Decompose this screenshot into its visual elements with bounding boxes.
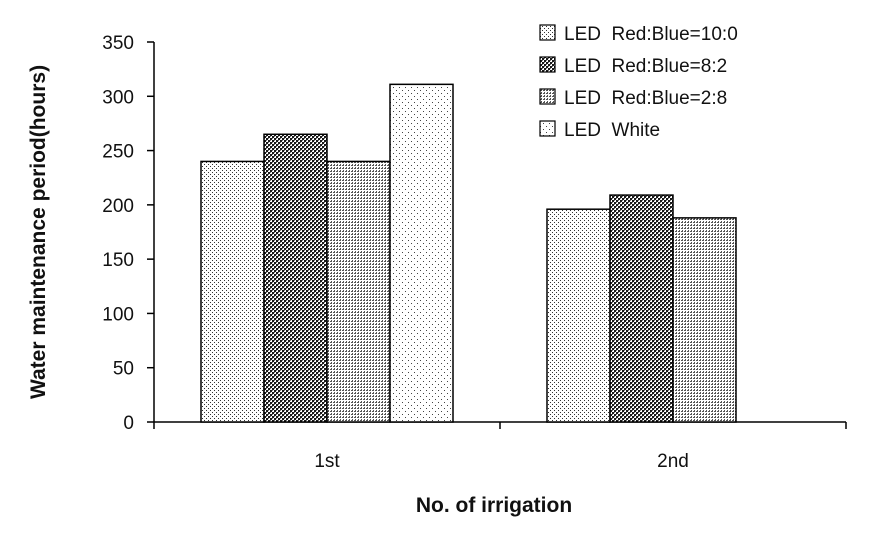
legend-swatch (539, 120, 556, 137)
legend-label: LED Red:Blue=10:0 (564, 24, 738, 45)
legend-label: LED Red:Blue=8:2 (564, 56, 727, 77)
bar-1st-series-4 (389, 83, 454, 423)
y-tick-label: 200 (102, 196, 134, 217)
bar-1st-series-1 (200, 160, 265, 423)
legend-swatch (539, 24, 556, 41)
bar-2nd-series-1 (546, 208, 611, 423)
legend: LED Red:Blue=10:0 LED Red:Blue=8:2 LED Red… (539, 24, 738, 141)
x-tick-label: 1st (314, 451, 340, 472)
y-tick-label: 0 (123, 413, 134, 434)
y-tick-label: 300 (102, 87, 134, 108)
y-tick-label: 100 (102, 304, 134, 325)
y-tick-label: 150 (102, 250, 134, 271)
bar-2nd-series-2 (609, 194, 674, 423)
legend-swatch (539, 88, 556, 105)
bars (200, 83, 737, 423)
y-tick-label: 250 (102, 142, 134, 163)
x-tick-label: 2nd (657, 451, 689, 472)
bar-1st-series-2 (263, 133, 328, 423)
legend-swatch (539, 56, 556, 73)
x-axis-title: No. of irrigation (416, 494, 572, 517)
y-tick-label: 50 (113, 359, 134, 380)
x-axis-ticks: 1st 2nd (153, 422, 847, 472)
bar-1st-series-3 (326, 160, 391, 423)
y-axis-title: Water maintenance period(hours) (27, 65, 50, 399)
y-tick-label: 350 (102, 33, 134, 54)
y-axis-ticks: 0 50 100 150 200 250 300 350 (102, 33, 154, 434)
bar-2nd-series-3 (672, 217, 737, 423)
legend-label: LED Red:Blue=2:8 (564, 88, 727, 109)
legend-label: LED White (564, 120, 660, 141)
